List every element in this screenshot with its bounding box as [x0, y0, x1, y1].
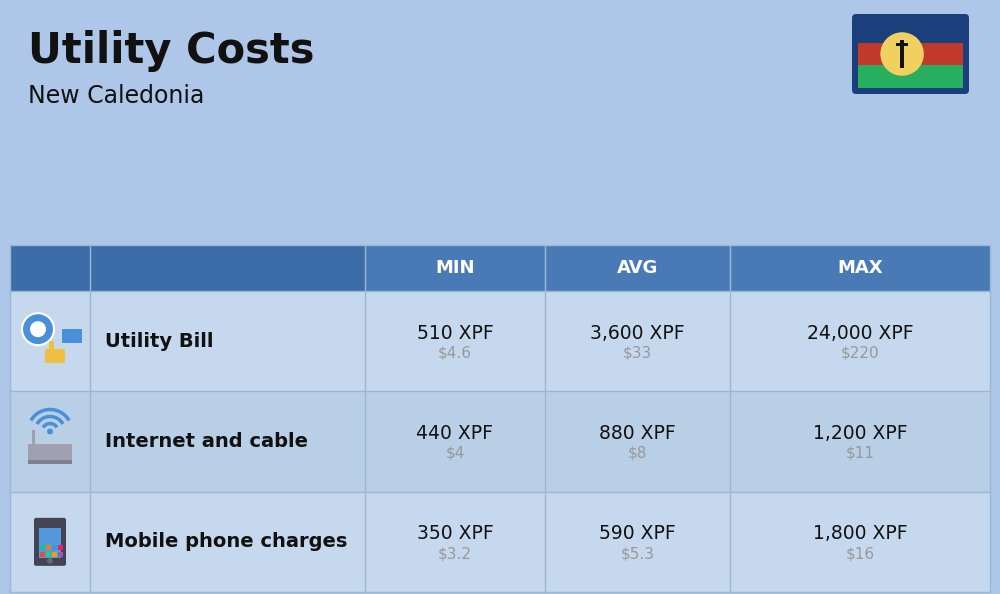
Bar: [46, 552, 51, 557]
Text: AVG: AVG: [617, 259, 658, 277]
Text: $16: $16: [845, 546, 875, 561]
Bar: [28, 444, 72, 460]
Text: $8: $8: [628, 446, 647, 461]
Bar: [46, 545, 51, 550]
Text: $33: $33: [623, 346, 652, 361]
Bar: [40, 545, 45, 550]
Text: 1,800 XPF: 1,800 XPF: [813, 525, 907, 544]
Text: $5.3: $5.3: [620, 546, 654, 561]
Circle shape: [880, 32, 924, 76]
Text: MIN: MIN: [435, 259, 475, 277]
Text: $3.2: $3.2: [438, 546, 472, 561]
Bar: [896, 43, 908, 46]
Text: 350 XPF: 350 XPF: [417, 525, 493, 544]
Bar: [10, 291, 990, 391]
Text: Utility Bill: Utility Bill: [105, 331, 214, 350]
Bar: [10, 391, 990, 492]
Bar: [52, 552, 57, 557]
Text: 24,000 XPF: 24,000 XPF: [807, 324, 913, 343]
Text: New Caledonia: New Caledonia: [28, 84, 204, 108]
Text: 510 XPF: 510 XPF: [417, 324, 493, 343]
Text: $4.6: $4.6: [438, 346, 472, 361]
Bar: [10, 245, 990, 291]
Bar: [52, 545, 57, 550]
Bar: [49, 341, 54, 349]
FancyBboxPatch shape: [34, 518, 66, 566]
Bar: [39, 528, 61, 558]
FancyBboxPatch shape: [852, 14, 969, 94]
Bar: [10, 245, 365, 291]
Text: Mobile phone charges: Mobile phone charges: [105, 532, 347, 551]
Text: 440 XPF: 440 XPF: [416, 424, 494, 443]
Bar: [32, 429, 35, 447]
Text: 590 XPF: 590 XPF: [599, 525, 676, 544]
Circle shape: [47, 558, 53, 564]
Bar: [858, 20, 963, 43]
Text: Utility Costs: Utility Costs: [28, 30, 314, 72]
Text: $4: $4: [445, 446, 465, 461]
Text: Internet and cable: Internet and cable: [105, 432, 308, 451]
Text: 1,200 XPF: 1,200 XPF: [813, 424, 907, 443]
Bar: [58, 545, 63, 550]
Circle shape: [22, 313, 54, 345]
Text: $220: $220: [841, 346, 879, 361]
Circle shape: [30, 321, 46, 337]
Text: 880 XPF: 880 XPF: [599, 424, 676, 443]
Circle shape: [47, 428, 53, 434]
Bar: [45, 349, 65, 363]
Bar: [858, 65, 963, 88]
Bar: [858, 43, 963, 65]
Bar: [900, 40, 904, 68]
Text: $11: $11: [846, 446, 874, 461]
Text: 3,600 XPF: 3,600 XPF: [590, 324, 685, 343]
Bar: [40, 552, 45, 557]
Bar: [28, 460, 72, 463]
Bar: [62, 329, 82, 343]
Text: MAX: MAX: [837, 259, 883, 277]
Bar: [10, 492, 990, 592]
Bar: [58, 552, 63, 557]
